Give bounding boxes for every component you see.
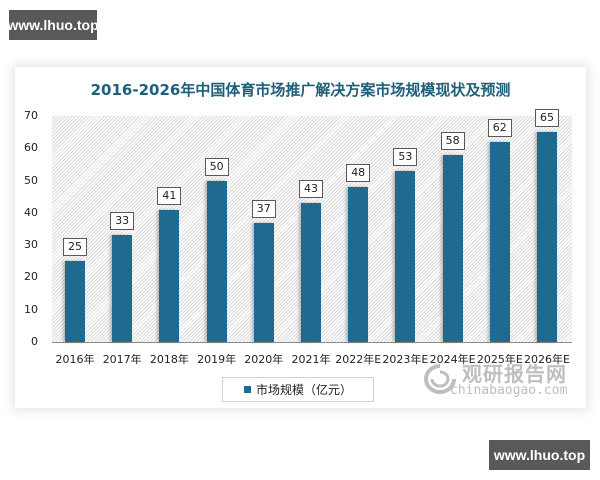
x-tick-label: 2016年 xyxy=(55,353,95,366)
y-tick-label: 60 xyxy=(24,141,38,155)
y-tick-label: 10 xyxy=(24,302,38,316)
y-tick-label: 20 xyxy=(24,270,38,284)
watermark-badge-top: www.lhuo.top xyxy=(7,10,99,40)
y-tick-label: 70 xyxy=(24,109,38,122)
y-tick-label: 30 xyxy=(24,238,38,252)
logo-cn-text: 观研报告网 xyxy=(462,362,567,386)
x-tick-label: 2022年E xyxy=(335,353,382,366)
plot-area: 25 33 41 50 37 43 48 53 58 62 65 xyxy=(52,109,572,343)
x-tick-label: 2025年E xyxy=(476,353,523,366)
swirl-logo-icon xyxy=(424,364,456,394)
x-tick-label: 2026年E xyxy=(524,353,570,366)
chart-title: 2016-2026年中国体育市场推广解决方案市场规模现状及预测 xyxy=(90,81,511,99)
x-tick-label: 2017年 xyxy=(102,353,142,366)
logo-en-text: chinabaogao.com xyxy=(450,383,568,398)
data-label: 65 xyxy=(535,109,559,128)
data-label: 43 xyxy=(299,180,323,199)
x-tick-label: 2021年 xyxy=(291,353,331,366)
y-tick-label: 40 xyxy=(24,205,38,219)
bar xyxy=(489,141,510,342)
legend-swatch-icon xyxy=(243,386,251,393)
y-tick-label: 50 xyxy=(24,173,38,187)
data-label: 53 xyxy=(393,147,418,166)
x-tick-label: 2020年 xyxy=(244,353,284,366)
data-label: 48 xyxy=(346,164,371,183)
bar xyxy=(395,170,416,342)
data-label: 58 xyxy=(440,131,465,150)
chart-frame: 2016-2026年中国体育市场推广解决方案市场规模现状及预测 25 33 41 50… xyxy=(15,67,586,408)
x-tick-label: 2024年E xyxy=(429,353,476,366)
bar xyxy=(348,187,369,342)
watermark-badge-bottom: www.lhuo.top xyxy=(489,440,590,470)
source-logo: 观研报告网 chinabaogao.com xyxy=(420,358,580,402)
data-label: 62 xyxy=(487,118,512,137)
bar xyxy=(206,180,227,342)
bar xyxy=(301,203,321,342)
legend-label: 市场规模（亿元） xyxy=(255,383,352,397)
data-label: 41 xyxy=(157,186,182,205)
data-label: 37 xyxy=(251,199,276,218)
bar xyxy=(65,261,85,342)
bar xyxy=(159,209,180,342)
y-tick-label: 0 xyxy=(31,335,38,348)
data-label: 50 xyxy=(204,157,229,176)
legend: 市场规模（亿元） xyxy=(222,377,374,402)
data-label: 33 xyxy=(110,212,135,231)
x-tick-label: 2019年 xyxy=(197,353,237,366)
bar xyxy=(253,222,274,342)
x-tick-label: 2018年 xyxy=(149,353,189,366)
x-tick-label: 2023年E xyxy=(382,353,429,366)
bar xyxy=(112,235,133,342)
bar xyxy=(537,132,557,342)
data-label: 25 xyxy=(63,238,87,257)
bar xyxy=(442,154,463,342)
